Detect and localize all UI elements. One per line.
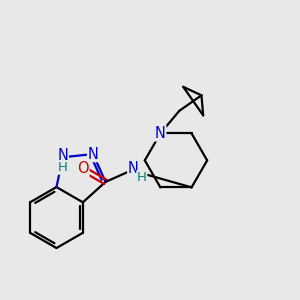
Text: N: N [57,148,68,163]
Text: N: N [128,161,139,176]
Text: O: O [77,161,89,176]
Text: N: N [88,147,99,162]
Text: H: H [58,161,68,174]
Text: H: H [137,171,147,184]
Text: N: N [155,126,166,141]
